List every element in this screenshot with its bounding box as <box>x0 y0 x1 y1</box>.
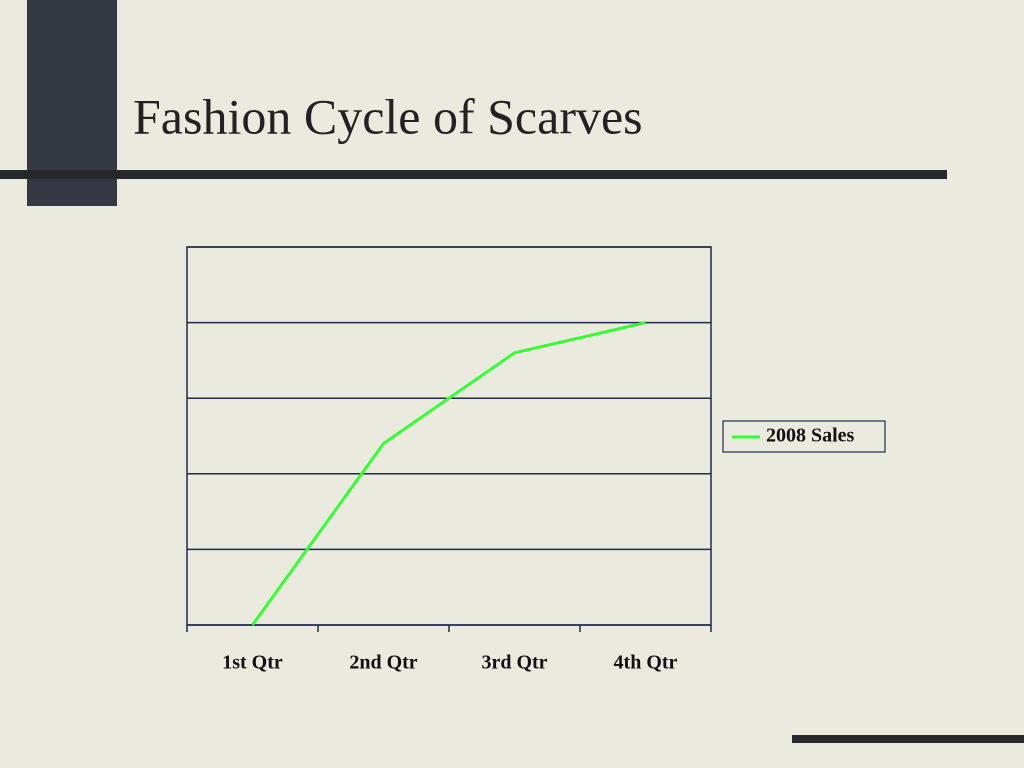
legend-label: 2008 Sales <box>766 425 855 447</box>
x-tick-label: 4th Qtr <box>614 652 678 674</box>
legend-box <box>722 420 886 453</box>
footer-rule <box>792 735 1024 743</box>
chart-title: Fashion Cycle of Scarves <box>133 88 643 144</box>
x-tick-label: 3rd Qtr <box>481 652 547 674</box>
x-tick-label: 2nd Qtr <box>349 652 417 674</box>
x-tick-label: 1st Qtr <box>222 652 283 674</box>
title-rule <box>0 170 947 179</box>
series-line <box>251 321 646 626</box>
